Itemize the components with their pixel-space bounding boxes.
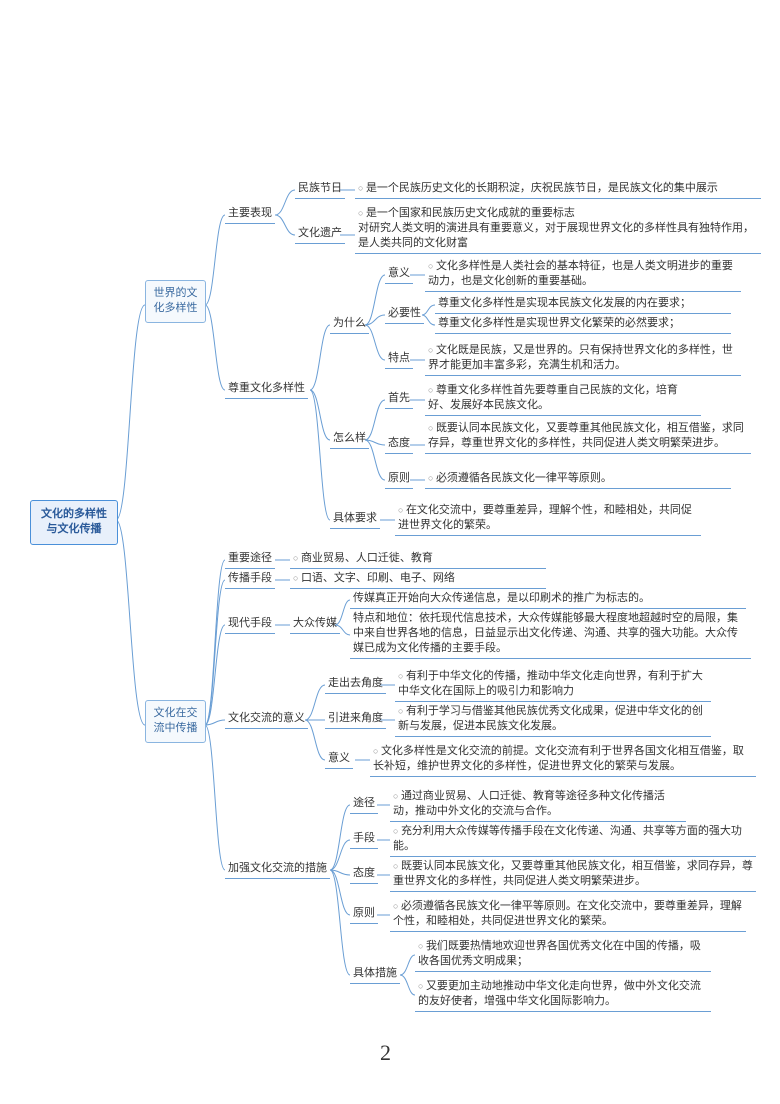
node-jqwh: 加强文化交流的措施 [225, 860, 330, 879]
node-yjl: 引进来角度 [325, 710, 386, 729]
node-zzwh: 尊重文化多样性 [225, 380, 308, 399]
text-jtcs1: 我们既要热情地欢迎世界各国优秀文化在中国的传播，吸收各国优秀文明成果； [415, 938, 711, 972]
node-zcq: 走出去角度 [325, 675, 386, 694]
node-sx: 首先 [385, 390, 413, 409]
text-yz2: 必须遵循各民族文化一律平等原则。在文化交流中，要尊重差异，理解个性，和睦相处，共… [390, 898, 746, 932]
text-taidu: 既要认同本民族文化，又要尊重其他民族文化，相互借鉴，求同存异，尊重世界文化的多样… [425, 420, 751, 454]
node-zytj: 重要途径 [225, 550, 275, 569]
text-jtyq: 在文化交流中，要尊重差异，理解个性，和睦相处，共同促进世界文化的繁荣。 [395, 502, 701, 536]
text-zcq: 有利于中华文化的传播，推动中华文化走向世界，有利于扩大中华文化在国际上的吸引力和… [395, 668, 711, 702]
text-dzcm1: 传媒真正开始向大众传递信息，是以印刷术的推广为标志的。 [350, 590, 746, 609]
node-byx: 必要性 [385, 305, 424, 324]
node-td: 特点 [385, 350, 413, 369]
node-jtyq: 具体要求 [330, 510, 380, 529]
text-cbsd: 口语、文字、印刷、电子、网络 [290, 570, 546, 589]
text-byx2: 尊重文化多样性是实现世界文化繁荣的必然要求； [435, 315, 731, 334]
node-taidu: 态度 [385, 435, 413, 454]
node-cbsd: 传播手段 [225, 570, 275, 589]
node-zmy: 怎么样 [330, 430, 369, 449]
node-yiyb: 意义 [325, 750, 353, 769]
text-td2: 既要认同本民族文化，又要尊重其他民族文化，相互借鉴，求同存异，尊重世界文化的多样… [390, 858, 756, 892]
node-yy: 意义 [385, 265, 413, 284]
page-number: 2 [380, 1040, 391, 1066]
text-yy: 文化多样性是人类社会的基本特征，也是人类文明进步的重要动力，也是文化创新的重要基… [425, 258, 741, 292]
node-whyc: 文化遗产 [295, 225, 345, 244]
node-wsm: 为什么 [330, 315, 369, 334]
node-shd: 手段 [350, 830, 378, 849]
text-zytj: 商业贸易、人口迁徙、教育 [290, 550, 546, 569]
node-tuj: 途径 [350, 795, 378, 814]
text-sx: 尊重文化多样性首先要尊重自己民族的文化，培育好、发展好本民族文化。 [425, 382, 701, 416]
text-tuj: 通过商业贸易、人口迁徙、教育等途径多种文化传播活动，推动中外文化的交流与合作。 [390, 788, 686, 822]
node-dzcm: 大众传媒 [290, 615, 340, 634]
node-zybx: 主要表现 [225, 205, 275, 224]
node-xdsd: 现代手段 [225, 615, 275, 634]
text-td: 文化既是民族，又是世界的。只有保持世界文化的多样性，世界才能更加丰富多彩，充满生… [425, 342, 741, 376]
node-whjl: 文化交流的意义 [225, 710, 308, 729]
node-yz2: 原则 [350, 905, 378, 924]
level1-node-a: 世界的文化多样性 [145, 280, 206, 323]
text-yuanze: 必须遵循各民族文化一律平等原则。 [425, 470, 731, 489]
root-node: 文化的多样性与文化传播 [30, 500, 118, 545]
level1-node-b: 文化在交流中传播 [145, 700, 206, 743]
text-yjl: 有利于学习与借鉴其他民族优秀文化成果，促进中华文化的创新与发展，促进本民族文化发… [395, 703, 711, 737]
text-dzcm2: 特点和地位：依托现代信息技术，大众传媒能够最大程度地超越时空的局限，集中来自世界… [350, 610, 751, 659]
node-yuanze: 原则 [385, 470, 413, 489]
node-jtcs: 具体措施 [350, 965, 400, 984]
node-mzjr: 民族节日 [295, 180, 345, 199]
text-yiyb: 文化多样性是文化交流的前提。文化交流有利于世界各国文化相互借鉴，取长补短，维护世… [370, 743, 756, 777]
text-shd: 充分利用大众传媒等传播手段在文化传递、沟通、共享等方面的强大功能。 [390, 823, 756, 857]
node-td2: 态度 [350, 865, 378, 884]
text-jtcs2: 又要更加主动地推动中华文化走向世界，做中外文化交流的友好使者，增强中华文化国际影… [415, 978, 711, 1012]
text-whyc: 是一个国家和民族历史文化成就的重要标志 对研究人类文明的演进具有重要意义，对于展… [355, 205, 761, 254]
text-mzjr: 是一个民族历史文化的长期积淀，庆祝民族节日，是民族文化的集中展示 [355, 180, 761, 199]
text-byx1: 尊重文化多样性是实现本民族文化发展的内在要求； [435, 295, 731, 314]
